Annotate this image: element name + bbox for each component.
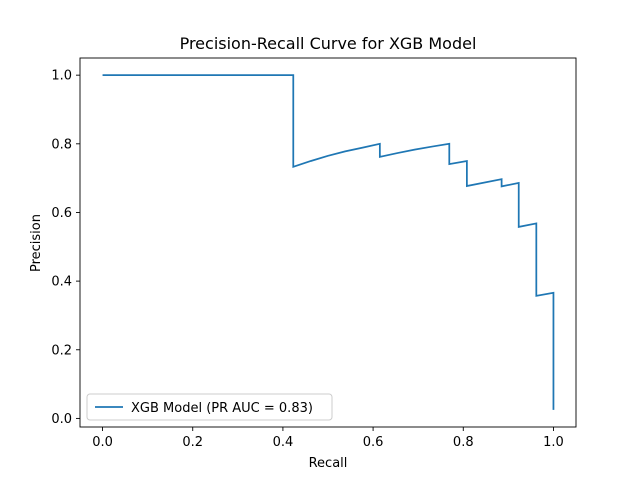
y-tick-label: 0.4 — [51, 275, 72, 290]
legend: XGB Model (PR AUC = 0.83) — [86, 393, 333, 421]
x-tick-label: 1.0 — [543, 435, 564, 450]
x-tick-label: 0.8 — [453, 435, 474, 450]
y-tick-label: 1.0 — [51, 69, 72, 84]
chart-title: Precision-Recall Curve for XGB Model — [180, 34, 477, 53]
x-tick-label: 0.4 — [273, 435, 294, 450]
plot-area: 0.0 0.2 0.4 0.6 0.8 1.0 0.0 0.2 0.4 0.6 0.8 1.0 — [51, 57, 577, 450]
y-tick-label: 0.6 — [51, 206, 72, 221]
legend-box — [86, 393, 333, 421]
x-tick-label: 0.6 — [363, 435, 384, 450]
x-tick-label: 0.2 — [182, 435, 203, 450]
x-tick-label: 0.0 — [92, 435, 113, 450]
y-tick-label: 0.8 — [51, 137, 72, 152]
series-line-0 — [102, 74, 555, 410]
y-tick-label: 0.2 — [51, 343, 72, 358]
y-axis-label: Precision — [29, 214, 44, 272]
legend-label: XGB Model (PR AUC = 0.83) — [131, 401, 313, 416]
axes-frame — [79, 57, 577, 428]
x-axis-label: Recall — [309, 456, 348, 471]
y-tick-label: 0.0 — [51, 412, 72, 427]
